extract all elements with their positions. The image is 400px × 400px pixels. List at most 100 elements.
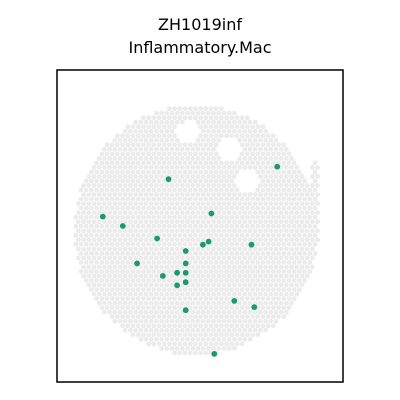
tissue-spot [167, 296, 172, 301]
tissue-spot [86, 201, 92, 207]
tissue-spot [226, 255, 232, 261]
tissue-spot [109, 187, 115, 193]
tissue-spot [250, 269, 256, 274]
tissue-spot [167, 314, 172, 320]
tissue-spot [242, 128, 248, 134]
tissue-spot [180, 336, 185, 342]
tissue-spot [185, 336, 191, 342]
tissue-spot [83, 196, 89, 202]
tissue-spot [276, 169, 281, 175]
tissue-spot [146, 115, 152, 121]
tissue-spot [276, 196, 281, 202]
tissue-spot [169, 237, 175, 243]
tissue-spot [234, 332, 240, 338]
tissue-spot [156, 124, 162, 130]
tissue-spot [203, 305, 209, 311]
tissue-spot [229, 196, 235, 202]
tissue-spot [83, 187, 89, 193]
tissue-spot [104, 151, 110, 157]
tissue-spot [172, 323, 178, 329]
tissue-spot [242, 273, 248, 279]
tissue-spot [174, 192, 180, 198]
tissue-spot [250, 214, 256, 220]
tissue-spot [135, 251, 141, 256]
tissue-spot [291, 269, 297, 274]
tissue-spot [190, 327, 196, 333]
tissue-spot [219, 251, 224, 256]
tissue-spot [143, 255, 149, 261]
tissue-spot [122, 282, 128, 288]
tissue-spot [265, 223, 271, 229]
tissue-spot [120, 214, 125, 220]
tissue-spot [138, 219, 144, 225]
tissue-spot [125, 196, 131, 202]
tissue-spot [232, 273, 237, 279]
tissue-spot [135, 314, 141, 320]
tissue-spot [112, 318, 118, 324]
tissue-spot [146, 160, 152, 166]
tissue-spot [180, 237, 185, 243]
tissue-spot [127, 192, 133, 198]
tissue-spot [216, 309, 222, 315]
tissue-spot [195, 346, 201, 351]
tissue-spot [174, 291, 180, 297]
tissue-spot [221, 291, 227, 297]
tissue-spot [151, 178, 157, 184]
tissue-spot [81, 264, 86, 270]
tissue-spot [99, 287, 105, 292]
tissue-spot [78, 205, 84, 211]
tissue-spot [187, 251, 193, 256]
tissue-spot [112, 219, 118, 225]
tissue-spot [148, 210, 154, 216]
tissue-spot [159, 110, 165, 116]
tissue-spot [182, 314, 188, 320]
tissue-spot [203, 278, 209, 283]
tissue-spot [221, 228, 227, 234]
tissue-spot [224, 260, 230, 265]
tissue-spot [289, 246, 294, 252]
tissue-spot [112, 309, 118, 315]
tissue-spot [102, 183, 107, 188]
tissue-spot [120, 278, 125, 283]
tissue-spot [130, 223, 136, 229]
tissue-spot [185, 156, 191, 161]
tissue-spot [302, 241, 307, 247]
tissue-spot [161, 151, 167, 157]
tissue-spot [133, 137, 139, 143]
tissue-spot [148, 156, 154, 161]
tissue-spot [187, 169, 193, 175]
tissue-spot [99, 296, 105, 301]
tissue-spot [250, 278, 256, 283]
tissue-spot [138, 146, 144, 152]
tissue-spot [281, 160, 287, 166]
tissue-spot [237, 327, 243, 333]
tissue-spot [159, 156, 165, 161]
tissue-spot [237, 156, 243, 161]
tissue-spot [172, 287, 178, 292]
tissue-spot [260, 296, 266, 301]
tissue-spot [174, 246, 180, 252]
tissue-spot [174, 156, 180, 161]
tissue-spot [276, 142, 281, 148]
tissue-spot [276, 178, 281, 184]
tissue-spot [120, 305, 125, 311]
tissue-spot [185, 183, 191, 188]
tissue-spot [164, 183, 170, 188]
tissue-spot [213, 124, 219, 130]
tissue-spot [167, 196, 172, 202]
tissue-spot [151, 241, 157, 247]
tissue-spot [167, 124, 172, 130]
tissue-spot [234, 205, 240, 211]
tissue-spot [310, 183, 315, 188]
tissue-spot [221, 165, 227, 170]
tissue-spot [271, 314, 276, 320]
tissue-spot [211, 318, 217, 324]
tissue-spot [271, 151, 276, 157]
tissue-spot [268, 146, 274, 152]
tissue-spot [185, 174, 191, 179]
tissue-spot [115, 296, 120, 301]
tissue-spot [172, 305, 178, 311]
tissue-spot [310, 165, 315, 170]
tissue-spot [161, 133, 167, 139]
highlighted-spot [251, 304, 258, 310]
